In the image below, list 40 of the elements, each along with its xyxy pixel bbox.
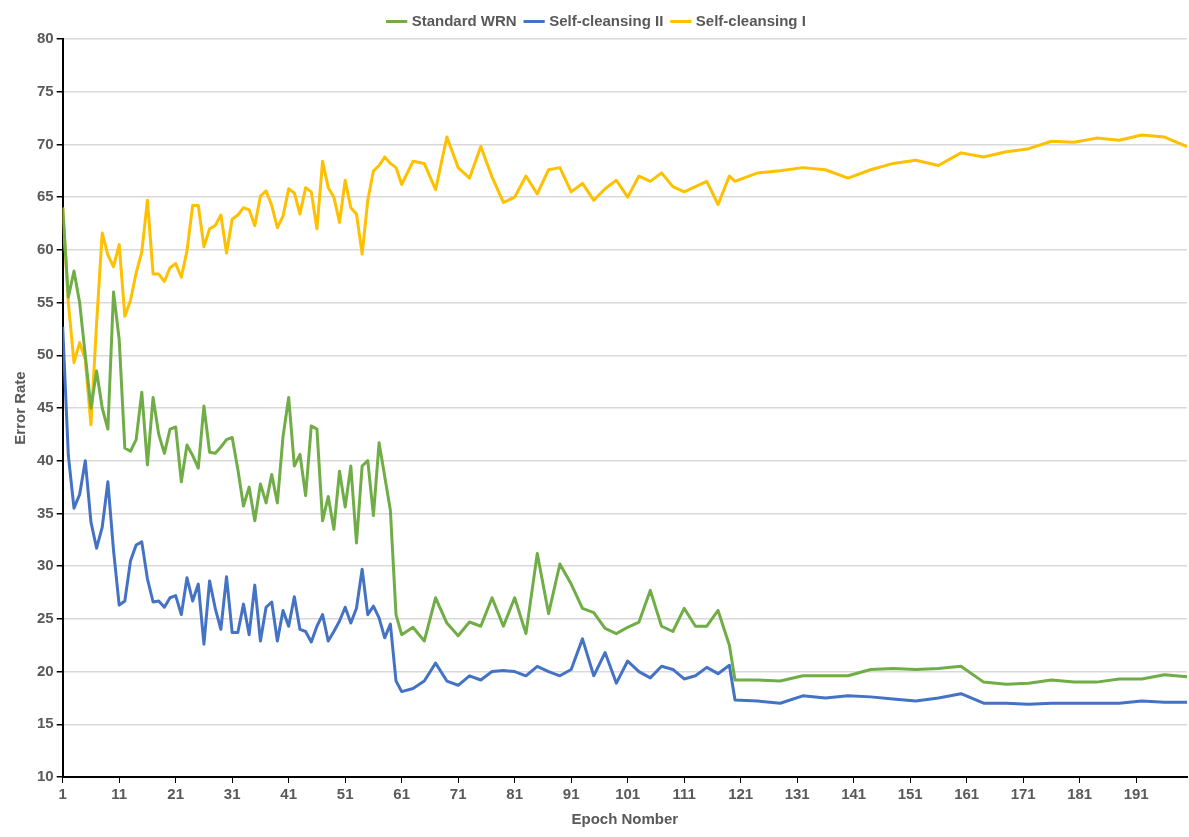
x-tick-label: 81 [506,785,524,803]
y-tick-label: 45 [37,398,54,416]
legend-label: Self-cleansing II [549,11,664,29]
y-tick-label: 60 [37,240,54,257]
x-tick-label: 11 [111,785,128,803]
x-tick-label: 21 [167,785,185,803]
legend-label: Standard WRN [411,11,517,29]
x-tick-label: 61 [393,785,411,803]
x-tick-label: 161 [954,785,980,803]
x-tick-label: 141 [841,785,867,803]
y-tick-label: 30 [37,556,54,574]
y-tick-label: 75 [37,81,54,99]
x-tick-label: 121 [728,785,754,803]
y-tick-label: 10 [37,767,54,785]
y-tick-label: 65 [37,187,54,205]
y-tick-label: 50 [37,345,54,363]
x-tick-label: 181 [1067,785,1093,803]
x-tick-label: 171 [1010,785,1036,803]
y-tick-label: 35 [37,503,54,521]
x-tick-label: 31 [223,785,241,803]
y-tick-label: 80 [37,29,54,47]
y-tick-label: 25 [37,609,54,626]
x-tick-label: 41 [280,785,298,803]
y-tick-label: 20 [37,661,54,679]
y-tick-label: 15 [37,714,54,732]
x-tick-label: 151 [897,785,923,803]
y-tick-label: 40 [37,450,54,468]
y-tick-label: 55 [37,292,54,310]
x-tick-label: 101 [615,785,641,803]
x-tick-label: 191 [1123,785,1149,803]
x-tick-label: 111 [672,785,696,803]
y-tick-label: 70 [37,134,54,152]
y-axis-title: Error Rate [11,371,29,445]
x-tick-label: 1 [58,785,67,803]
x-axis-title: Epoch Nomber [571,810,679,828]
x-tick-label: 91 [562,785,580,803]
legend-label: Self-cleansing I [695,11,806,29]
x-tick-label: 131 [784,785,810,803]
x-tick-label: 71 [449,785,467,803]
x-tick-label: 51 [336,785,354,803]
